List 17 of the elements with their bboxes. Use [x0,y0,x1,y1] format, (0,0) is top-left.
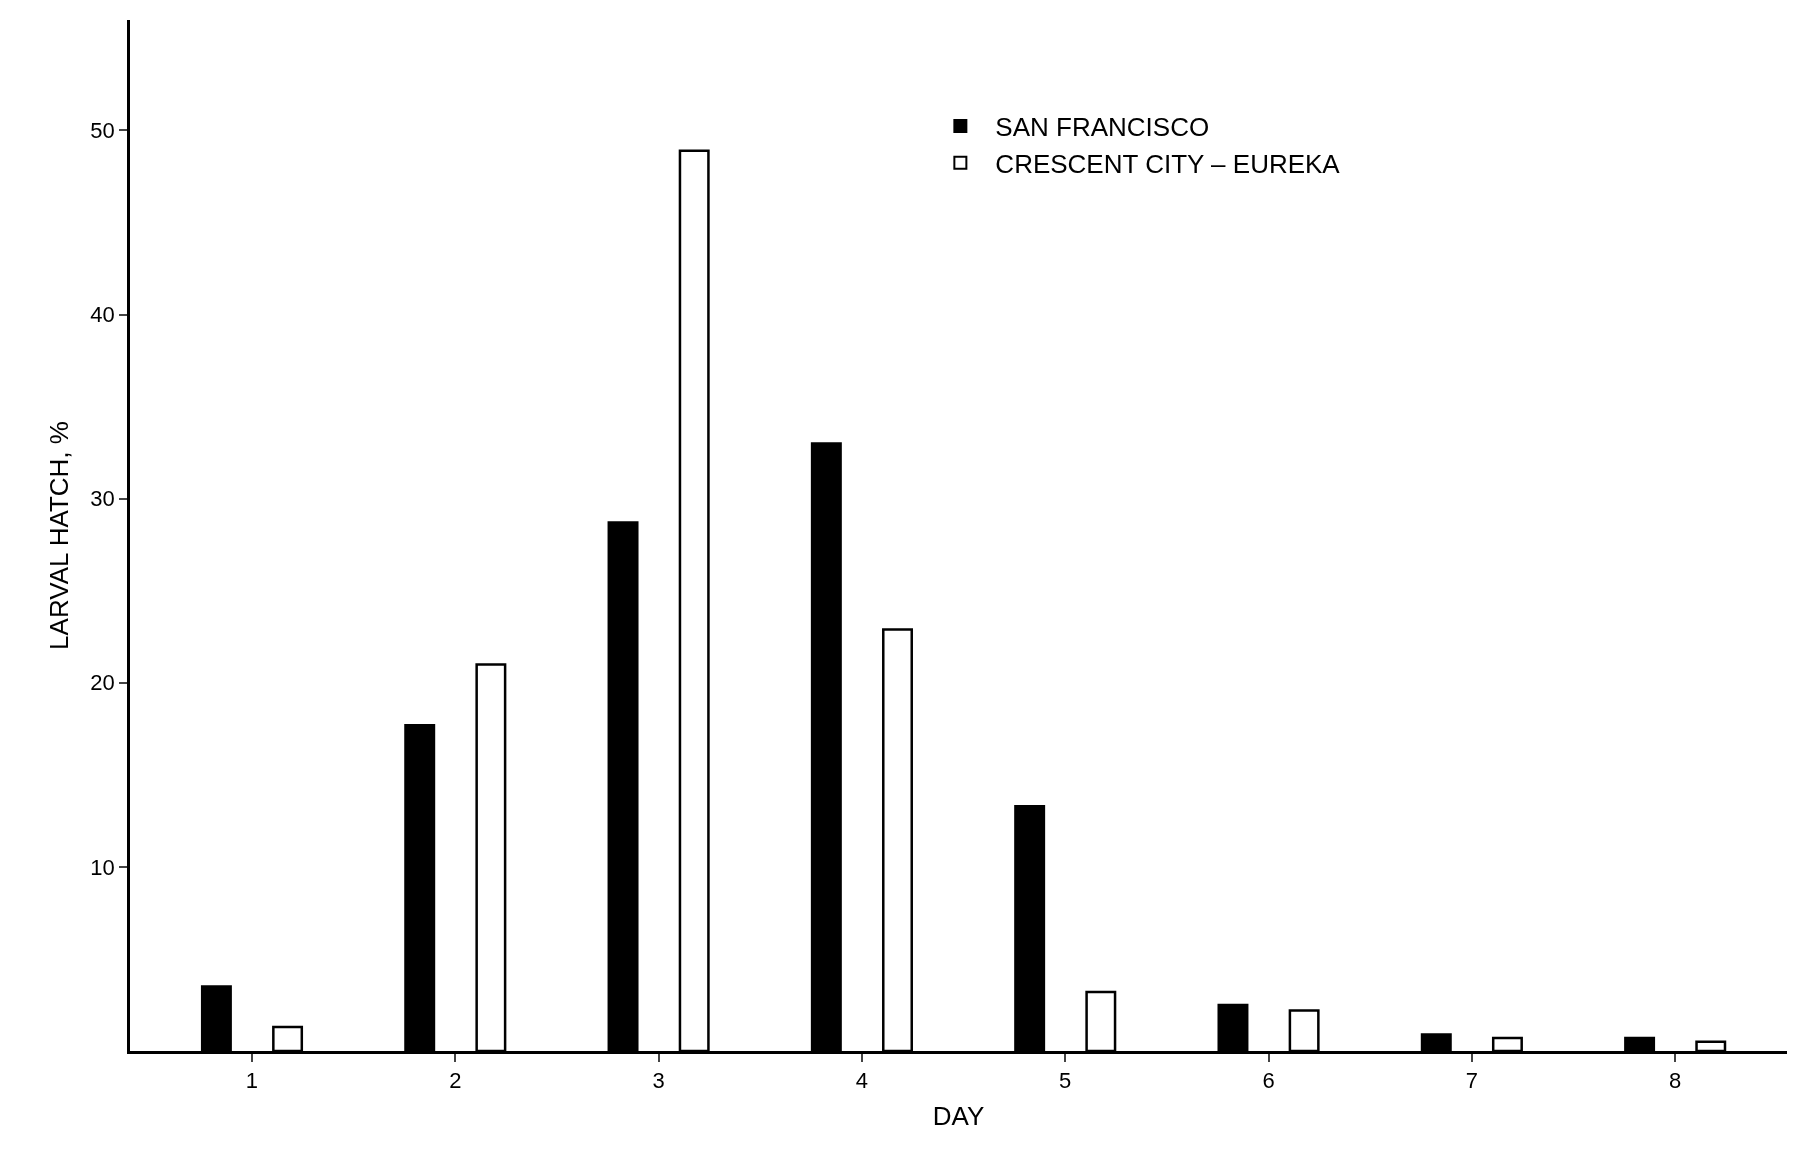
x-axis-title: DAY [932,1100,985,1131]
x-tick-label: 4 [855,1068,869,1094]
x-tick-label: 1 [245,1068,259,1094]
y-tick-label: 50 [90,118,115,144]
x-tick-label: 7 [1465,1068,1478,1094]
x-tick-label: 6 [1262,1068,1275,1094]
x-tick-label: 2 [449,1068,462,1094]
x-tick-label: 3 [652,1068,665,1094]
y-tick-label: 40 [90,302,115,328]
x-tick-label: 8 [1669,1068,1682,1094]
legend-label: CRESCENT CITY – EUREKA [995,148,1341,179]
y-tick-label: 30 [90,486,115,512]
y-tick-label: 20 [90,670,115,696]
legend-label: SAN FRANCISCO [995,112,1210,143]
x-tick-label: 5 [1059,1068,1072,1094]
y-tick-label: 10 [90,854,115,880]
y-axis-title: LARVAL HATCH, % [43,421,74,650]
